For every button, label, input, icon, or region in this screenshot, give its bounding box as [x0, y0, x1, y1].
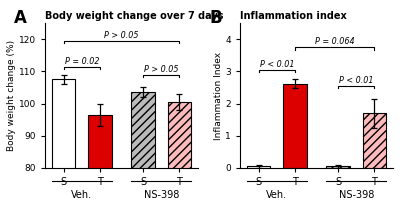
Bar [168, 102, 191, 209]
Y-axis label: Body weight change (%): Body weight change (%) [7, 40, 16, 151]
Text: B: B [210, 9, 222, 27]
Text: Inflammation index: Inflammation index [240, 11, 347, 21]
Text: P > 0.05: P > 0.05 [144, 65, 178, 74]
Text: P = 0.02: P = 0.02 [64, 57, 99, 66]
Text: Veh.: Veh. [266, 190, 287, 200]
Bar [326, 166, 350, 168]
Bar [88, 115, 112, 209]
Text: P < 0.01: P < 0.01 [260, 60, 294, 69]
Text: Body weight change over 7 days: Body weight change over 7 days [45, 11, 224, 21]
Text: Veh.: Veh. [71, 190, 92, 200]
Text: P < 0.01: P < 0.01 [339, 76, 374, 85]
Text: NS-398: NS-398 [144, 190, 179, 200]
Text: P > 0.05: P > 0.05 [104, 31, 139, 40]
Text: P = 0.064: P = 0.064 [315, 37, 354, 46]
Text: NS-398: NS-398 [339, 190, 374, 200]
Bar [283, 84, 307, 168]
Bar [363, 113, 386, 168]
Y-axis label: Inflammation Index: Inflammation Index [214, 51, 222, 140]
Bar [247, 166, 270, 168]
Bar [52, 79, 76, 209]
Text: A: A [14, 9, 27, 27]
Bar [132, 92, 155, 209]
